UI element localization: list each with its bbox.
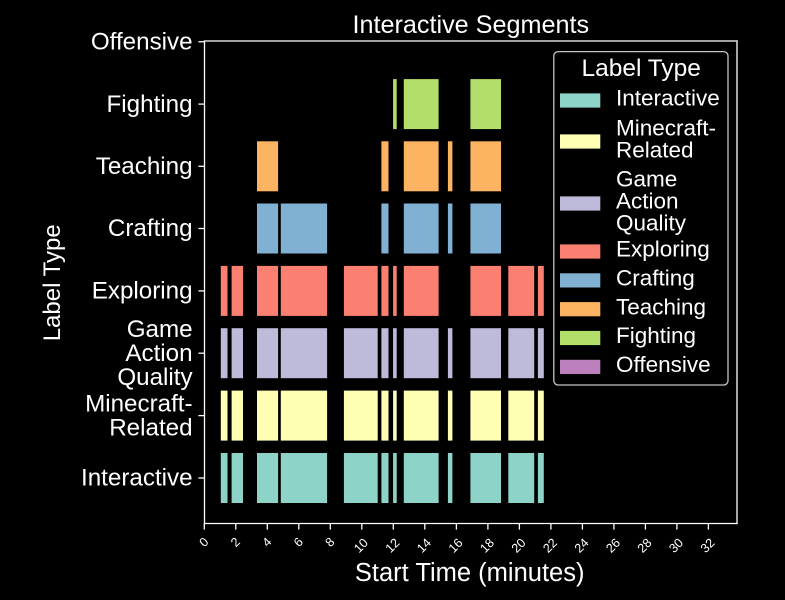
svg-text:Offensive: Offensive	[91, 29, 193, 56]
svg-text:24: 24	[572, 536, 592, 556]
svg-text:16: 16	[446, 536, 466, 556]
svg-text:Game: Game	[616, 167, 677, 192]
svg-text:Minecraft-: Minecraft-	[85, 390, 193, 417]
svg-text:Related: Related	[616, 138, 694, 163]
svg-text:Quality: Quality	[117, 364, 193, 391]
svg-text:Teaching: Teaching	[96, 153, 193, 180]
svg-text:10: 10	[351, 536, 371, 556]
svg-text:Fighting: Fighting	[616, 323, 696, 348]
svg-text:Quality: Quality	[616, 211, 687, 236]
svg-text:26: 26	[603, 536, 623, 556]
svg-text:Interactive Segments: Interactive Segments	[352, 11, 589, 39]
svg-text:30: 30	[666, 536, 686, 556]
svg-text:14: 14	[414, 536, 434, 556]
svg-text:Crafting: Crafting	[108, 215, 193, 242]
svg-text:12: 12	[383, 536, 403, 556]
svg-text:28: 28	[635, 536, 655, 556]
svg-text:Game: Game	[127, 316, 193, 343]
svg-text:22: 22	[540, 536, 560, 556]
svg-text:20: 20	[509, 536, 529, 556]
svg-text:Action: Action	[125, 340, 192, 367]
svg-text:Related: Related	[109, 414, 192, 441]
svg-text:Exploring: Exploring	[92, 278, 193, 305]
svg-text:Minecraft-: Minecraft-	[616, 116, 716, 141]
svg-text:Interactive: Interactive	[616, 86, 720, 111]
svg-text:Interactive: Interactive	[81, 465, 193, 492]
svg-text:Label Type: Label Type	[39, 224, 66, 341]
svg-text:Exploring: Exploring	[616, 237, 710, 262]
svg-text:Crafting: Crafting	[616, 266, 695, 291]
svg-text:32: 32	[698, 536, 718, 556]
svg-text:Offensive: Offensive	[616, 352, 711, 377]
svg-text:Fighting: Fighting	[107, 91, 193, 118]
svg-text:Teaching: Teaching	[616, 294, 706, 319]
svg-text:Start Time (minutes): Start Time (minutes)	[355, 559, 585, 587]
svg-text:18: 18	[477, 536, 497, 556]
svg-text:Label Type: Label Type	[581, 55, 700, 82]
svg-text:Action: Action	[616, 189, 679, 214]
